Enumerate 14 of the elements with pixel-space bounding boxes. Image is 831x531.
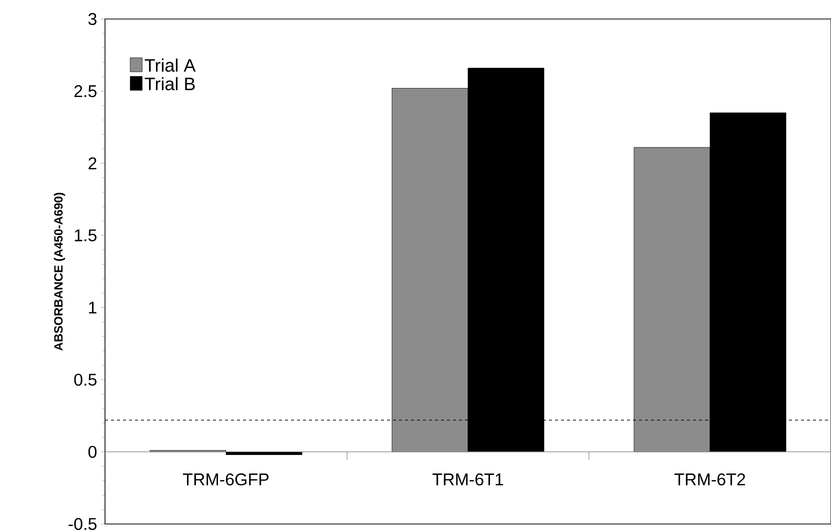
y-tick-label: 1.5 (74, 229, 96, 242)
y-tick-label: 3 (88, 12, 96, 26)
y-tick-label: 0 (88, 446, 97, 458)
x-tick-label: TRM-6T2 (674, 473, 746, 486)
y-tick-label: 2 (88, 157, 96, 170)
x-tick-label: TRM-6T1 (432, 473, 504, 486)
y-tick-label: 1 (89, 302, 96, 314)
legend-label: Trial A (144, 58, 196, 72)
y-axis-title: ABSORBANCE (A450-A690) (54, 192, 66, 351)
legend-label: Trial B (144, 77, 195, 90)
y-tick-label: 2.5 (74, 85, 96, 98)
x-tick-label: TRM-6GFP (182, 473, 269, 486)
y-tick-label: -0.5 (68, 518, 96, 530)
y-tick-label: 0.5 (74, 374, 96, 386)
